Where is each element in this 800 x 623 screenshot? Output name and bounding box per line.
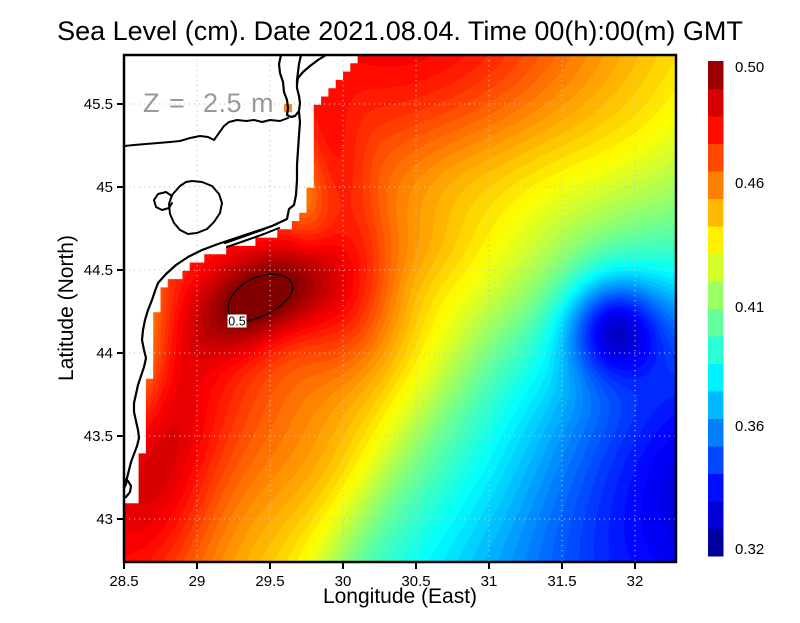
svg-text:Z: Z bbox=[143, 88, 160, 118]
svg-text:0.36: 0.36 bbox=[735, 418, 764, 435]
svg-text:Longitude (East): Longitude (East) bbox=[323, 585, 477, 608]
svg-text:0.46: 0.46 bbox=[735, 175, 764, 192]
svg-text:=: = bbox=[169, 88, 185, 118]
svg-text:30.5: 30.5 bbox=[401, 573, 430, 590]
svg-text:29.5: 29.5 bbox=[255, 573, 284, 590]
svg-text:Latitude (North): Latitude (North) bbox=[55, 235, 78, 381]
svg-text:45.5: 45.5 bbox=[84, 96, 113, 113]
svg-text:Sea Level (cm). Date 2021.08.0: Sea Level (cm). Date 2021.08.04. Time 00… bbox=[57, 16, 743, 46]
svg-text:0.41: 0.41 bbox=[735, 299, 764, 316]
svg-text:43.5: 43.5 bbox=[84, 428, 113, 445]
svg-text:0.32: 0.32 bbox=[735, 541, 764, 558]
svg-text:m: m bbox=[251, 88, 274, 118]
svg-text:28.5: 28.5 bbox=[109, 573, 138, 590]
svg-text:31: 31 bbox=[481, 573, 498, 590]
svg-text:43: 43 bbox=[96, 511, 113, 528]
svg-text:0.50: 0.50 bbox=[735, 59, 764, 76]
svg-text:0.5: 0.5 bbox=[228, 315, 245, 329]
svg-text:2.5: 2.5 bbox=[203, 88, 242, 118]
svg-text:31.5: 31.5 bbox=[547, 573, 576, 590]
svg-text:29: 29 bbox=[189, 573, 206, 590]
svg-text:30: 30 bbox=[335, 573, 352, 590]
svg-text:45: 45 bbox=[96, 179, 113, 196]
svg-text:44.5: 44.5 bbox=[84, 262, 113, 279]
svg-text:32: 32 bbox=[627, 573, 644, 590]
svg-text:44: 44 bbox=[96, 345, 113, 362]
